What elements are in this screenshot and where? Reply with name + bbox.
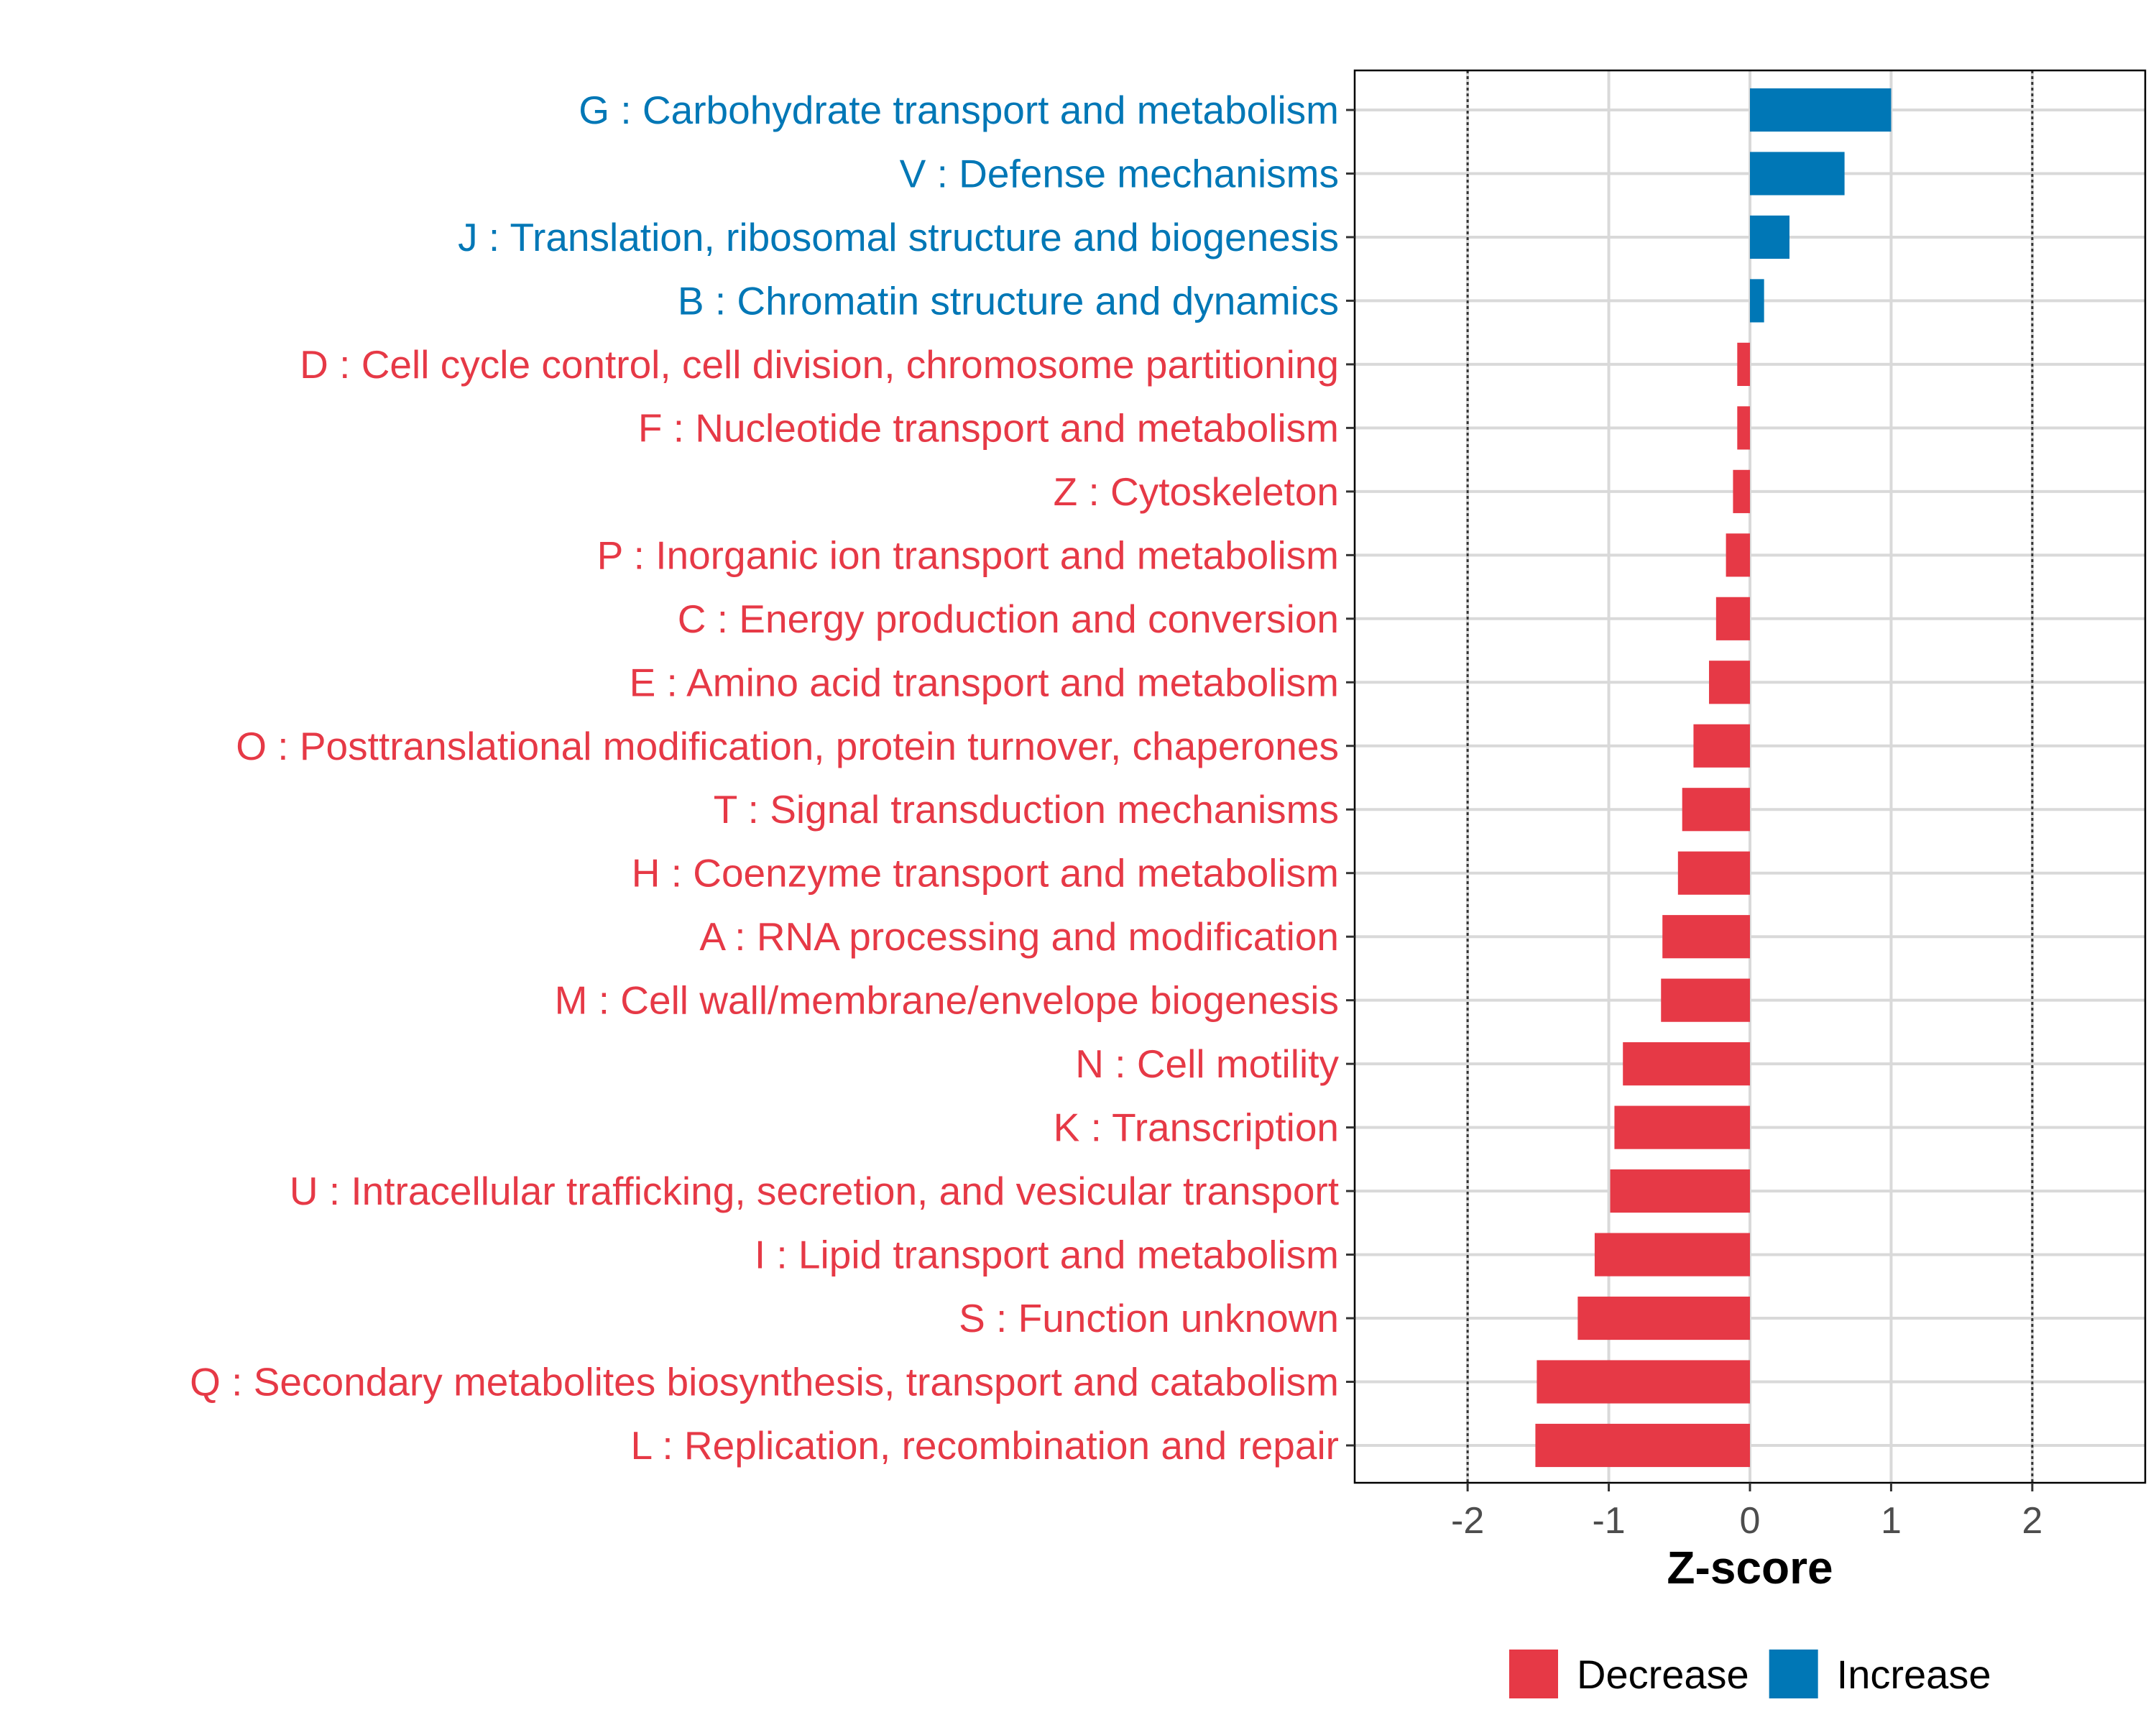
- bar: [1594, 1233, 1750, 1276]
- category-label: B : Chromatin structure and dynamics: [678, 278, 1339, 323]
- category-label: T : Signal transduction mechanisms: [714, 787, 1339, 832]
- category-label: E : Amino acid transport and metabolism: [630, 660, 1339, 704]
- bar: [1535, 1423, 1750, 1468]
- category-label: C : Energy production and conversion: [678, 597, 1339, 641]
- category-label: M : Cell wall/membrane/envelope biogenes…: [555, 978, 1339, 1023]
- bar: [1750, 215, 1789, 259]
- category-label: F : Nucleotide transport and metabolism: [638, 405, 1339, 450]
- category-label: Q : Secondary metabolites biosynthesis, …: [190, 1360, 1339, 1404]
- legend-label: Decrease: [1577, 1652, 1749, 1697]
- bar: [1537, 1360, 1750, 1404]
- category-label: H : Coenzyme transport and metabolism: [632, 851, 1339, 896]
- category-label: Z : Cytoskeleton: [1054, 469, 1339, 514]
- bar: [1726, 533, 1750, 577]
- category-label: U : Intracellular trafficking, secretion…: [290, 1169, 1339, 1213]
- bar: [1715, 597, 1750, 640]
- bar: [1677, 851, 1750, 895]
- x-axis-title: Z-score: [1667, 1542, 1833, 1593]
- category-label: V : Defense mechanisms: [900, 151, 1339, 196]
- legend: Decrease Increase: [1509, 1650, 1991, 1698]
- x-tick-label: -2: [1451, 1500, 1484, 1542]
- bar: [1610, 1169, 1750, 1213]
- x-tick-label: -1: [1592, 1500, 1625, 1542]
- bar: [1661, 978, 1750, 1022]
- bar: [1614, 1105, 1750, 1149]
- bar: [1737, 342, 1750, 386]
- bar: [1662, 915, 1750, 959]
- bar: [1709, 661, 1750, 704]
- bar: [1750, 279, 1764, 323]
- legend-label: Increase: [1837, 1652, 1991, 1697]
- bar: [1577, 1296, 1750, 1340]
- x-tick-label: 0: [1740, 1500, 1761, 1542]
- category-labels: G : Carbohydrate transport and metabolis…: [190, 88, 1355, 1468]
- x-axis: -2 -1 0 1 2: [1451, 1483, 2042, 1542]
- legend-swatch: [1509, 1650, 1558, 1698]
- category-label: G : Carbohydrate transport and metabolis…: [579, 88, 1339, 132]
- category-label: I : Lipid transport and metabolism: [755, 1233, 1339, 1277]
- bars-layer: [1535, 88, 1892, 1468]
- bar: [1733, 469, 1750, 513]
- x-tick-label: 2: [2022, 1500, 2042, 1542]
- bar: [1682, 788, 1750, 832]
- category-label: P : Inorganic ion transport and metaboli…: [597, 533, 1339, 577]
- category-label: N : Cell motility: [1075, 1041, 1339, 1086]
- category-label: D : Cell cycle control, cell division, c…: [300, 342, 1339, 387]
- category-label: L : Replication, recombination and repai…: [631, 1423, 1339, 1468]
- bar: [1693, 724, 1750, 768]
- bar: [1750, 88, 1892, 132]
- category-label: J : Translation, ribosomal structure and…: [458, 215, 1339, 259]
- category-label: K : Transcription: [1054, 1105, 1339, 1150]
- x-tick-label: 1: [1881, 1500, 1902, 1542]
- category-label: S : Function unknown: [959, 1296, 1339, 1340]
- category-label: A : RNA processing and modification: [699, 914, 1339, 959]
- bar: [1737, 406, 1750, 450]
- category-label: O : Posttranslational modification, prot…: [236, 724, 1339, 768]
- bar: [1623, 1042, 1750, 1086]
- legend-swatch: [1769, 1650, 1818, 1698]
- bar: [1750, 152, 1845, 196]
